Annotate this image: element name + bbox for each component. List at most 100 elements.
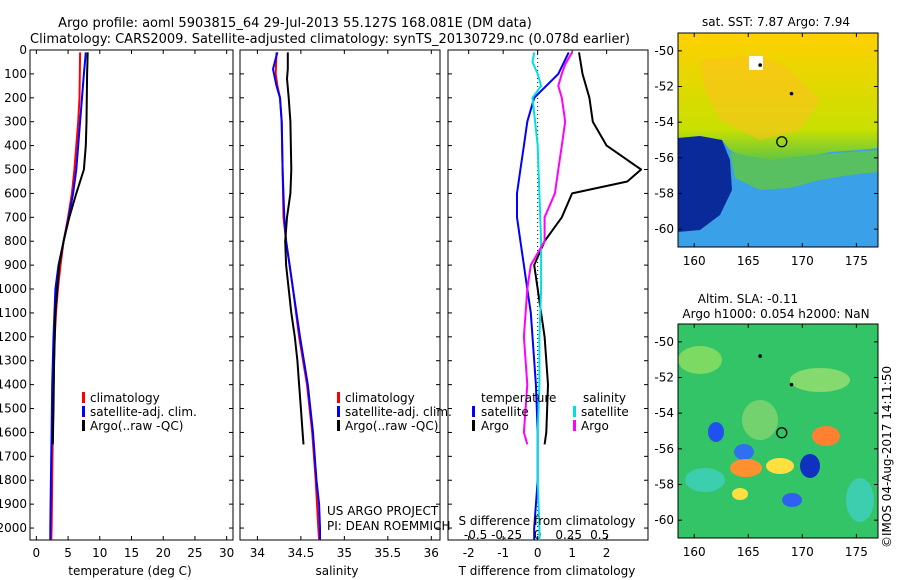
s-tick-label: -0.5 — [464, 528, 487, 542]
legend-label: satellite-adj. clim. — [345, 405, 452, 419]
difference-plot-frame — [447, 49, 649, 541]
legend-title-salinity: salinity — [583, 391, 626, 405]
x-tick-label: -1 — [497, 546, 509, 560]
sla-high-eddy — [732, 488, 748, 500]
y-tick-label: 400 — [4, 139, 27, 153]
legend-swatch-argo — [337, 420, 340, 431]
x-tick-label: -2 — [463, 546, 475, 560]
map-y-tick-label: -54 — [654, 115, 674, 129]
y-tick-label: 300 — [4, 115, 27, 129]
x-tick-label: 10 — [92, 546, 107, 560]
x-tick-label: 35.5 — [374, 546, 401, 560]
salinity-plot-frame — [239, 49, 441, 541]
series-line-salinity-argo — [522, 51, 573, 445]
x-tick-label: 15 — [124, 546, 139, 560]
temperature-xlabel: temperature (deg C) — [68, 564, 191, 578]
island-marker — [789, 91, 794, 96]
x-tick-label: 30 — [219, 546, 234, 560]
map-x-tick-label: 170 — [791, 254, 814, 268]
map-y-tick-label: -54 — [654, 406, 674, 420]
sst-map-frame — [677, 32, 879, 248]
sst-deep-cold-region — [678, 136, 732, 232]
sla-cyan-patch — [685, 468, 725, 492]
float-position-marker — [776, 427, 788, 439]
series-line-argo-raw-qc — [284, 52, 305, 445]
y-tick-label: 1300 — [0, 354, 27, 368]
sla-high-eddy — [812, 426, 840, 446]
map-y-tick-label: -56 — [654, 442, 674, 456]
sla-low-eddy — [734, 444, 754, 460]
legend-label: Argo — [481, 419, 509, 433]
legend-swatch-satellite — [337, 406, 340, 417]
sla-light-patch — [790, 368, 850, 392]
series-line-satellite-adj-clim — [272, 52, 321, 540]
difference-xlabel-s: S difference from climatology — [459, 514, 636, 528]
sst-land-mask — [749, 56, 763, 70]
map-x-tick-label: 160 — [683, 545, 706, 559]
x-tick-label: 0 — [534, 546, 542, 560]
sst-map — [677, 32, 879, 248]
sst-map-overlay: 160 165 170 175 -50 -52 -54 -56 -58 -60 — [654, 33, 878, 268]
difference-legend: temperature salinity satellite Argo sate… — [472, 391, 629, 433]
credit-label: ©IMOS 04-Aug-2017 14:11:50 — [880, 366, 894, 548]
y-tick-label: 1900 — [0, 497, 27, 511]
legend-label: satellite-adj. clim. — [90, 405, 197, 419]
temperature-plot: 0100200300400500600700800900100011001200… — [0, 43, 234, 560]
legend-swatch-sal-argo — [573, 420, 576, 431]
salinity-legend: climatology satellite-adj. clim. Argo(..… — [337, 391, 452, 433]
s-tick-label: 0.25 — [555, 528, 582, 542]
map-y-tick-label: -50 — [654, 44, 674, 58]
sla-map-frame — [677, 323, 879, 539]
series-line-argo-raw-qc — [51, 52, 89, 445]
y-tick-label: 100 — [4, 67, 27, 81]
y-tick-label: 500 — [4, 163, 27, 177]
project-label: US ARGO PROJECT — [327, 504, 439, 518]
map-y-tick-label: -52 — [654, 371, 674, 385]
x-tick-label: 34.5 — [288, 546, 315, 560]
x-tick-label: 34 — [250, 546, 265, 560]
legend-label: Argo(..raw -QC) — [90, 419, 183, 433]
map-x-tick-label: 165 — [737, 254, 760, 268]
legend-swatch-climatology — [337, 392, 340, 403]
y-tick-label: 700 — [4, 210, 27, 224]
series-line-salinity-satellite — [531, 52, 543, 540]
map-x-tick-label: 175 — [845, 545, 868, 559]
sla-light-patch — [742, 400, 778, 440]
s-tick-label: -0.25 — [491, 528, 522, 542]
y-tick-label: 2000 — [0, 521, 27, 535]
pi-label: PI: DEAN ROEMMICH — [327, 519, 450, 533]
x-tick-label: 1 — [568, 546, 576, 560]
x-tick-label: 2 — [603, 546, 611, 560]
sla-light-patch — [678, 346, 722, 374]
sst-green-band — [730, 150, 878, 190]
map-y-tick-label: -50 — [654, 335, 674, 349]
island-marker — [758, 354, 762, 358]
legend-swatch-argo — [82, 420, 85, 431]
legend-label: climatology — [345, 391, 415, 405]
y-tick-label: 200 — [4, 91, 27, 105]
y-tick-label: 800 — [4, 234, 27, 248]
salinity-xlabel: salinity — [315, 564, 358, 578]
map-y-tick-label: -52 — [654, 80, 674, 94]
temperature-plot-frame — [29, 49, 234, 541]
x-tick-label: 35 — [337, 546, 352, 560]
map-y-tick-label: -60 — [654, 513, 674, 527]
sla-cyan-patch — [846, 478, 874, 522]
x-tick-label: 5 — [64, 546, 72, 560]
y-tick-label: 1600 — [0, 425, 27, 439]
sst-warm-patch — [700, 55, 820, 140]
s-tick-label: 0.5 — [590, 528, 609, 542]
sla-map-title: Altim. SLA: -0.11 — [698, 292, 798, 306]
salinity-annotation: US ARGO PROJECT PI: DEAN ROEMMICH — [327, 504, 450, 533]
legend-title-temperature: temperature — [481, 391, 556, 405]
sla-map-overlay: 160 165 170 175 -50 -52 -54 -56 -58 -60 — [654, 324, 878, 559]
y-tick-label: 1000 — [0, 282, 27, 296]
x-tick-label: 36 — [424, 546, 439, 560]
y-tick-label: 600 — [4, 186, 27, 200]
map-y-tick-label: -56 — [654, 151, 674, 165]
legend-label: climatology — [90, 391, 160, 405]
map-x-tick-label: 175 — [845, 254, 868, 268]
legend-swatch-temp-argo — [472, 420, 475, 431]
